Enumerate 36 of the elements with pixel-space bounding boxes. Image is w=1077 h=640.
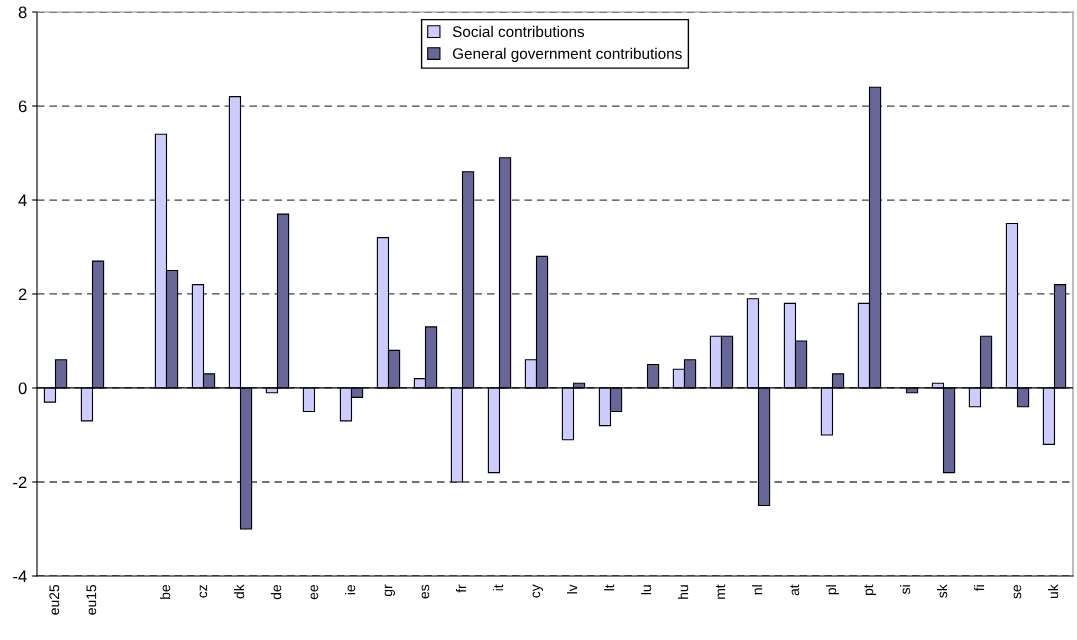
- x-tick-label: pl: [826, 585, 839, 595]
- x-tick-label: dk: [234, 584, 245, 599]
- x-tick-label: nl: [752, 585, 763, 595]
- x-tick-label: cz: [199, 585, 208, 598]
- y-tick-label: -4: [13, 570, 27, 583]
- x-tick-label: at: [790, 584, 800, 596]
- x-tick-label: pt: [864, 584, 876, 596]
- x-tick-label: hu: [678, 585, 689, 599]
- x-tick-label: uk: [1048, 584, 1059, 599]
- x-tick-label: lt: [604, 584, 615, 591]
- x-tick-label: es: [421, 584, 430, 599]
- x-tick-label: eu25: [49, 584, 60, 615]
- x-tick-label: ie: [345, 584, 356, 595]
- x-tick-label: si: [900, 585, 911, 594]
- x-tick-label: cy: [532, 584, 543, 598]
- x-tick-label: de: [271, 584, 282, 600]
- x-tick-label: eu15: [86, 584, 97, 615]
- x-tick-label: fr: [456, 584, 467, 593]
- y-tick-label: 8: [18, 6, 27, 19]
- legend-label: Social contributions: [452, 25, 585, 38]
- x-tick-label: be: [160, 584, 171, 599]
- x-tick-label: lu: [641, 585, 652, 595]
- y-tick-label: 6: [18, 100, 27, 113]
- x-tick-label: gr: [384, 584, 395, 597]
- y-tick-label: -2: [13, 476, 27, 489]
- x-tick-label: ee: [310, 584, 319, 600]
- x-tick-label: lv: [567, 584, 578, 594]
- x-tick-label: se: [1013, 584, 1022, 599]
- y-tick-label: 0: [18, 382, 27, 395]
- x-tick-label: fi: [974, 585, 985, 592]
- x-tick-label: sk: [937, 584, 948, 598]
- x-tick-label: mt: [716, 584, 726, 599]
- legend-label: General government contributions: [452, 47, 682, 63]
- y-tick-label: 4: [18, 194, 27, 207]
- x-tick-label: it: [493, 584, 504, 591]
- y-tick-label: 2: [18, 288, 27, 301]
